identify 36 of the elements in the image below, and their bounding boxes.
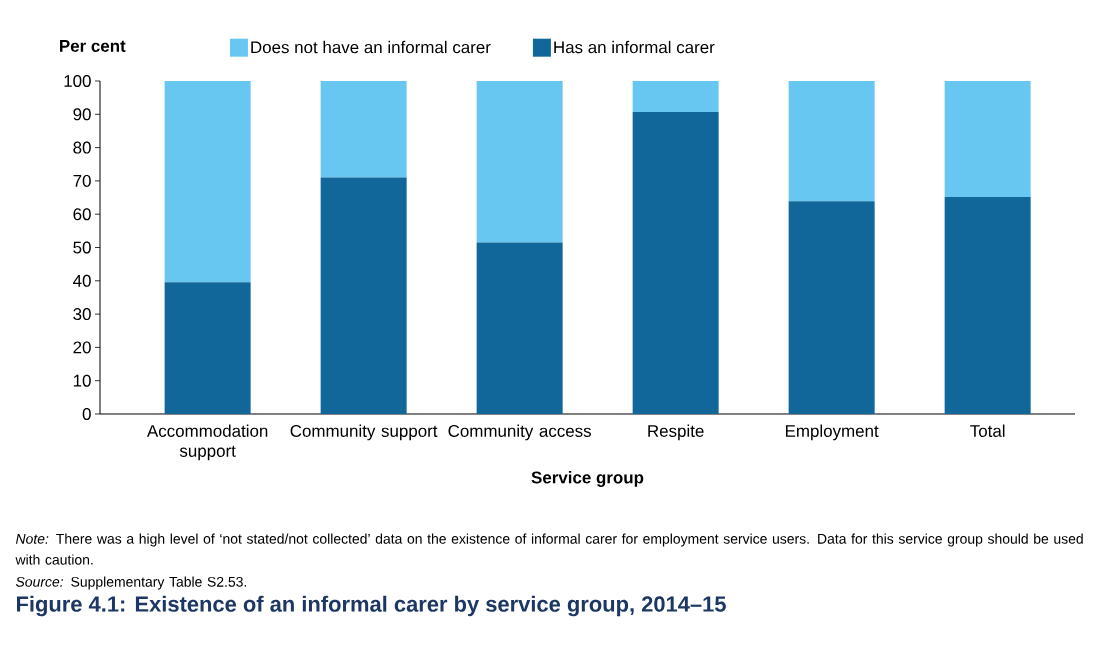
x-tick-label: Total [970,424,1005,437]
text: Note: There was a high level of ‘not stated/not collected’ data on the existence of informal carer for employment service users. Data for this service group should be used with caution. [15,533,1083,565]
y-tick-label: 0 [82,408,91,420]
y-axis-title: Per cent [60,40,126,52]
bar [632,111,719,414]
y-tick-label: 90 [73,108,91,121]
y-tick-label: 40 [73,274,91,287]
bar [320,80,407,178]
x-tick-label: Respite [648,424,704,441]
x-tick-label: Community access [448,424,592,441]
bar [788,201,875,414]
y-tick-label: 30 [73,308,91,321]
bar [476,80,563,243]
y-tick-label: 50 [73,241,91,254]
x-axis-title: Service group [531,471,644,487]
bar [164,282,251,414]
y-tick-label: 60 [73,208,91,221]
legend-label: Does not have an informal carer [251,40,491,54]
bar [944,80,1031,197]
y-tick-label: 100 [64,75,91,87]
text: Figure 4.1: Existence of an informal carer by service group, 2014–15 [16,595,726,617]
y-tick-label: 80 [73,141,91,154]
x-tick-label: Employment [785,424,879,441]
y-tick-label: 10 [73,374,91,387]
x-tick-label: Community support [290,424,438,441]
bar [944,196,1031,414]
text: Source: Supplementary Table S2.53. [15,576,247,590]
bar [476,242,563,414]
bar [320,177,407,414]
bar [788,80,875,202]
y-tick-label: 20 [73,341,91,354]
bar [632,80,719,112]
bar [164,80,251,283]
y-tick-label: 70 [73,174,91,187]
x-tick-label: Accommodation support [146,424,268,461]
legend-label: Has an informal carer [554,40,715,54]
